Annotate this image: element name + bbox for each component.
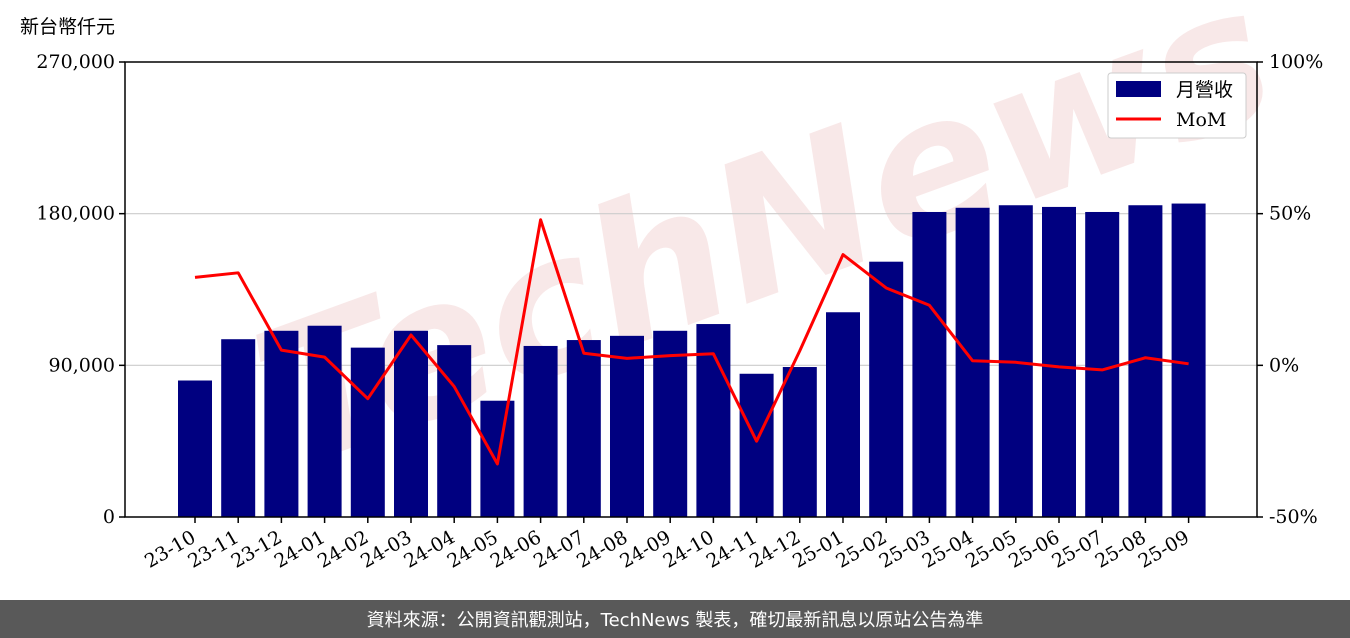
revenue-bar [1042, 206, 1076, 518]
mom-line [194, 218, 1189, 466]
revenue-bar [653, 330, 688, 517]
y-left-tick-label: 180,000 [36, 203, 115, 225]
y-left-tick-label: 270,000 [36, 51, 115, 73]
y-right-tick-label: -50% [1269, 506, 1318, 528]
revenue-bar [912, 211, 947, 517]
legend-label-mom: MoM [1176, 109, 1226, 131]
legend-label-revenue: 月營收 [1176, 79, 1233, 101]
revenue-bar [739, 373, 774, 517]
revenue-bar [566, 340, 601, 517]
revenue-bar [826, 312, 860, 517]
revenue-bar [350, 347, 385, 517]
legend: 月營收 MoM [1107, 72, 1247, 139]
revenue-bar [610, 335, 644, 517]
plot-frame [124, 61, 1258, 518]
revenue-bar [394, 330, 428, 517]
y-axis-unit-label: 新台幣仟元 [20, 16, 115, 38]
revenue-bar [1085, 211, 1120, 517]
mom-line-layer [194, 218, 1189, 466]
revenue-bar [221, 339, 256, 517]
source-footer: 資料來源：公開資訊觀測站，TechNews 製表，確切最新訊息以原站公告為準 [0, 600, 1350, 638]
revenue-bar [178, 380, 212, 517]
chart: TechNews 090,000180,000270,000-50%0%50%1… [20, 0, 1323, 573]
y-left-tick-label: 0 [103, 506, 115, 528]
revenue-bar [264, 330, 299, 517]
y-right-tick-label: 50% [1269, 203, 1311, 225]
y-left-tick-label: 90,000 [49, 354, 115, 376]
revenue-bar [523, 345, 558, 517]
revenue-bar [869, 261, 904, 517]
y-right-tick-label: 100% [1269, 51, 1323, 73]
legend-bar-swatch [1116, 81, 1161, 97]
revenue-bar [1171, 203, 1206, 518]
revenue-bar [782, 367, 817, 517]
x-tick-label: 25-09 [1135, 526, 1193, 572]
bars [178, 203, 1206, 518]
y-right-tick-label: 0% [1269, 354, 1299, 376]
